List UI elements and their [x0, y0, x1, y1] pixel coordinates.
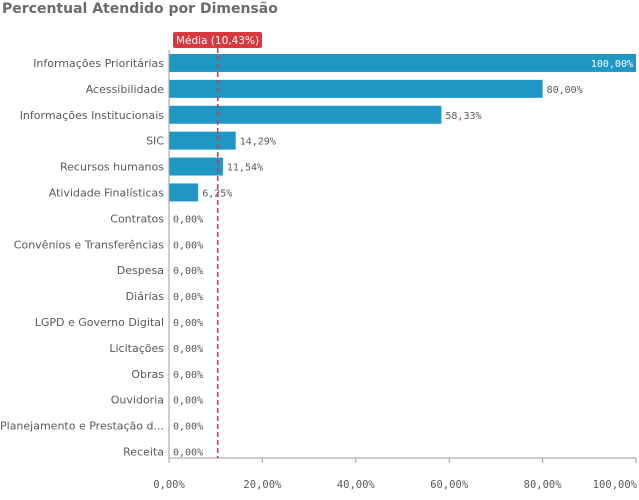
value-label: 0,00%	[173, 292, 203, 303]
x-tick-label: 80,00%	[524, 479, 563, 491]
chart-title: Percentual Atendido por Dimensão	[2, 1, 278, 17]
category-label: LGPD e Governo Digital	[35, 316, 164, 329]
bar[interactable]	[169, 183, 199, 202]
category-label: Acessibilidade	[86, 83, 165, 96]
value-label: 0,00%	[173, 447, 203, 458]
reference-label: Média (10,43%)	[176, 35, 259, 47]
category-label: Recursos humanos	[60, 161, 164, 174]
category-labels: Informações Prioritárias Acessibilidade In…	[0, 57, 164, 459]
average-reference-line: Média (10,43%)	[173, 32, 262, 458]
bar[interactable]	[169, 105, 442, 124]
x-tick-label: 60,00%	[430, 479, 469, 491]
category-label: Licitações	[109, 342, 164, 355]
value-label: 0,00%	[173, 396, 203, 407]
value-label: 14,29%	[240, 137, 276, 148]
x-axis-ticks: 0,00% 20,00% 40,00% 60,00% 80,00% 100,00%	[153, 458, 638, 491]
category-label: Obras	[131, 368, 164, 381]
category-label: Ouvidoria	[111, 394, 164, 407]
bar[interactable]	[169, 79, 543, 98]
x-tick-label: 20,00%	[243, 479, 282, 491]
x-tick-label: 40,00%	[337, 479, 376, 491]
x-tick-label: 100,00%	[593, 479, 638, 491]
value-label: 80,00%	[547, 85, 583, 96]
value-label: 0,00%	[173, 422, 203, 433]
category-label: Planejamento e Prestação d...	[0, 420, 164, 433]
bar[interactable]	[169, 157, 223, 176]
category-label: Contratos	[110, 212, 164, 225]
category-label: Informações Prioritárias	[33, 57, 164, 70]
value-label: 0,00%	[173, 344, 203, 355]
category-label: Convênios e Transferências	[14, 238, 164, 251]
category-label: Despesa	[117, 264, 164, 277]
bars	[169, 53, 636, 202]
x-tick-label: 0,00%	[153, 479, 185, 491]
value-label: 0,00%	[173, 266, 203, 277]
category-label: Informações Institucionais	[20, 109, 165, 122]
category-label: Receita	[123, 445, 164, 458]
bar[interactable]	[169, 53, 636, 72]
value-label: 100,00%	[591, 59, 633, 70]
value-label: 0,00%	[173, 318, 203, 329]
category-label: Atividade Finalísticas	[49, 186, 165, 199]
value-labels: 100,00%80,00%58,33%14,29%11,54%6,25%0,00…	[173, 59, 633, 459]
category-label: Diárias	[126, 290, 165, 303]
value-label: 11,54%	[227, 163, 263, 174]
value-label: 0,00%	[173, 370, 203, 381]
value-label: 58,33%	[445, 111, 481, 122]
category-label: SIC	[146, 135, 164, 148]
value-label: 0,00%	[173, 240, 203, 251]
reference-badge	[173, 32, 262, 48]
value-label: 0,00%	[173, 214, 203, 225]
bar[interactable]	[169, 131, 236, 150]
